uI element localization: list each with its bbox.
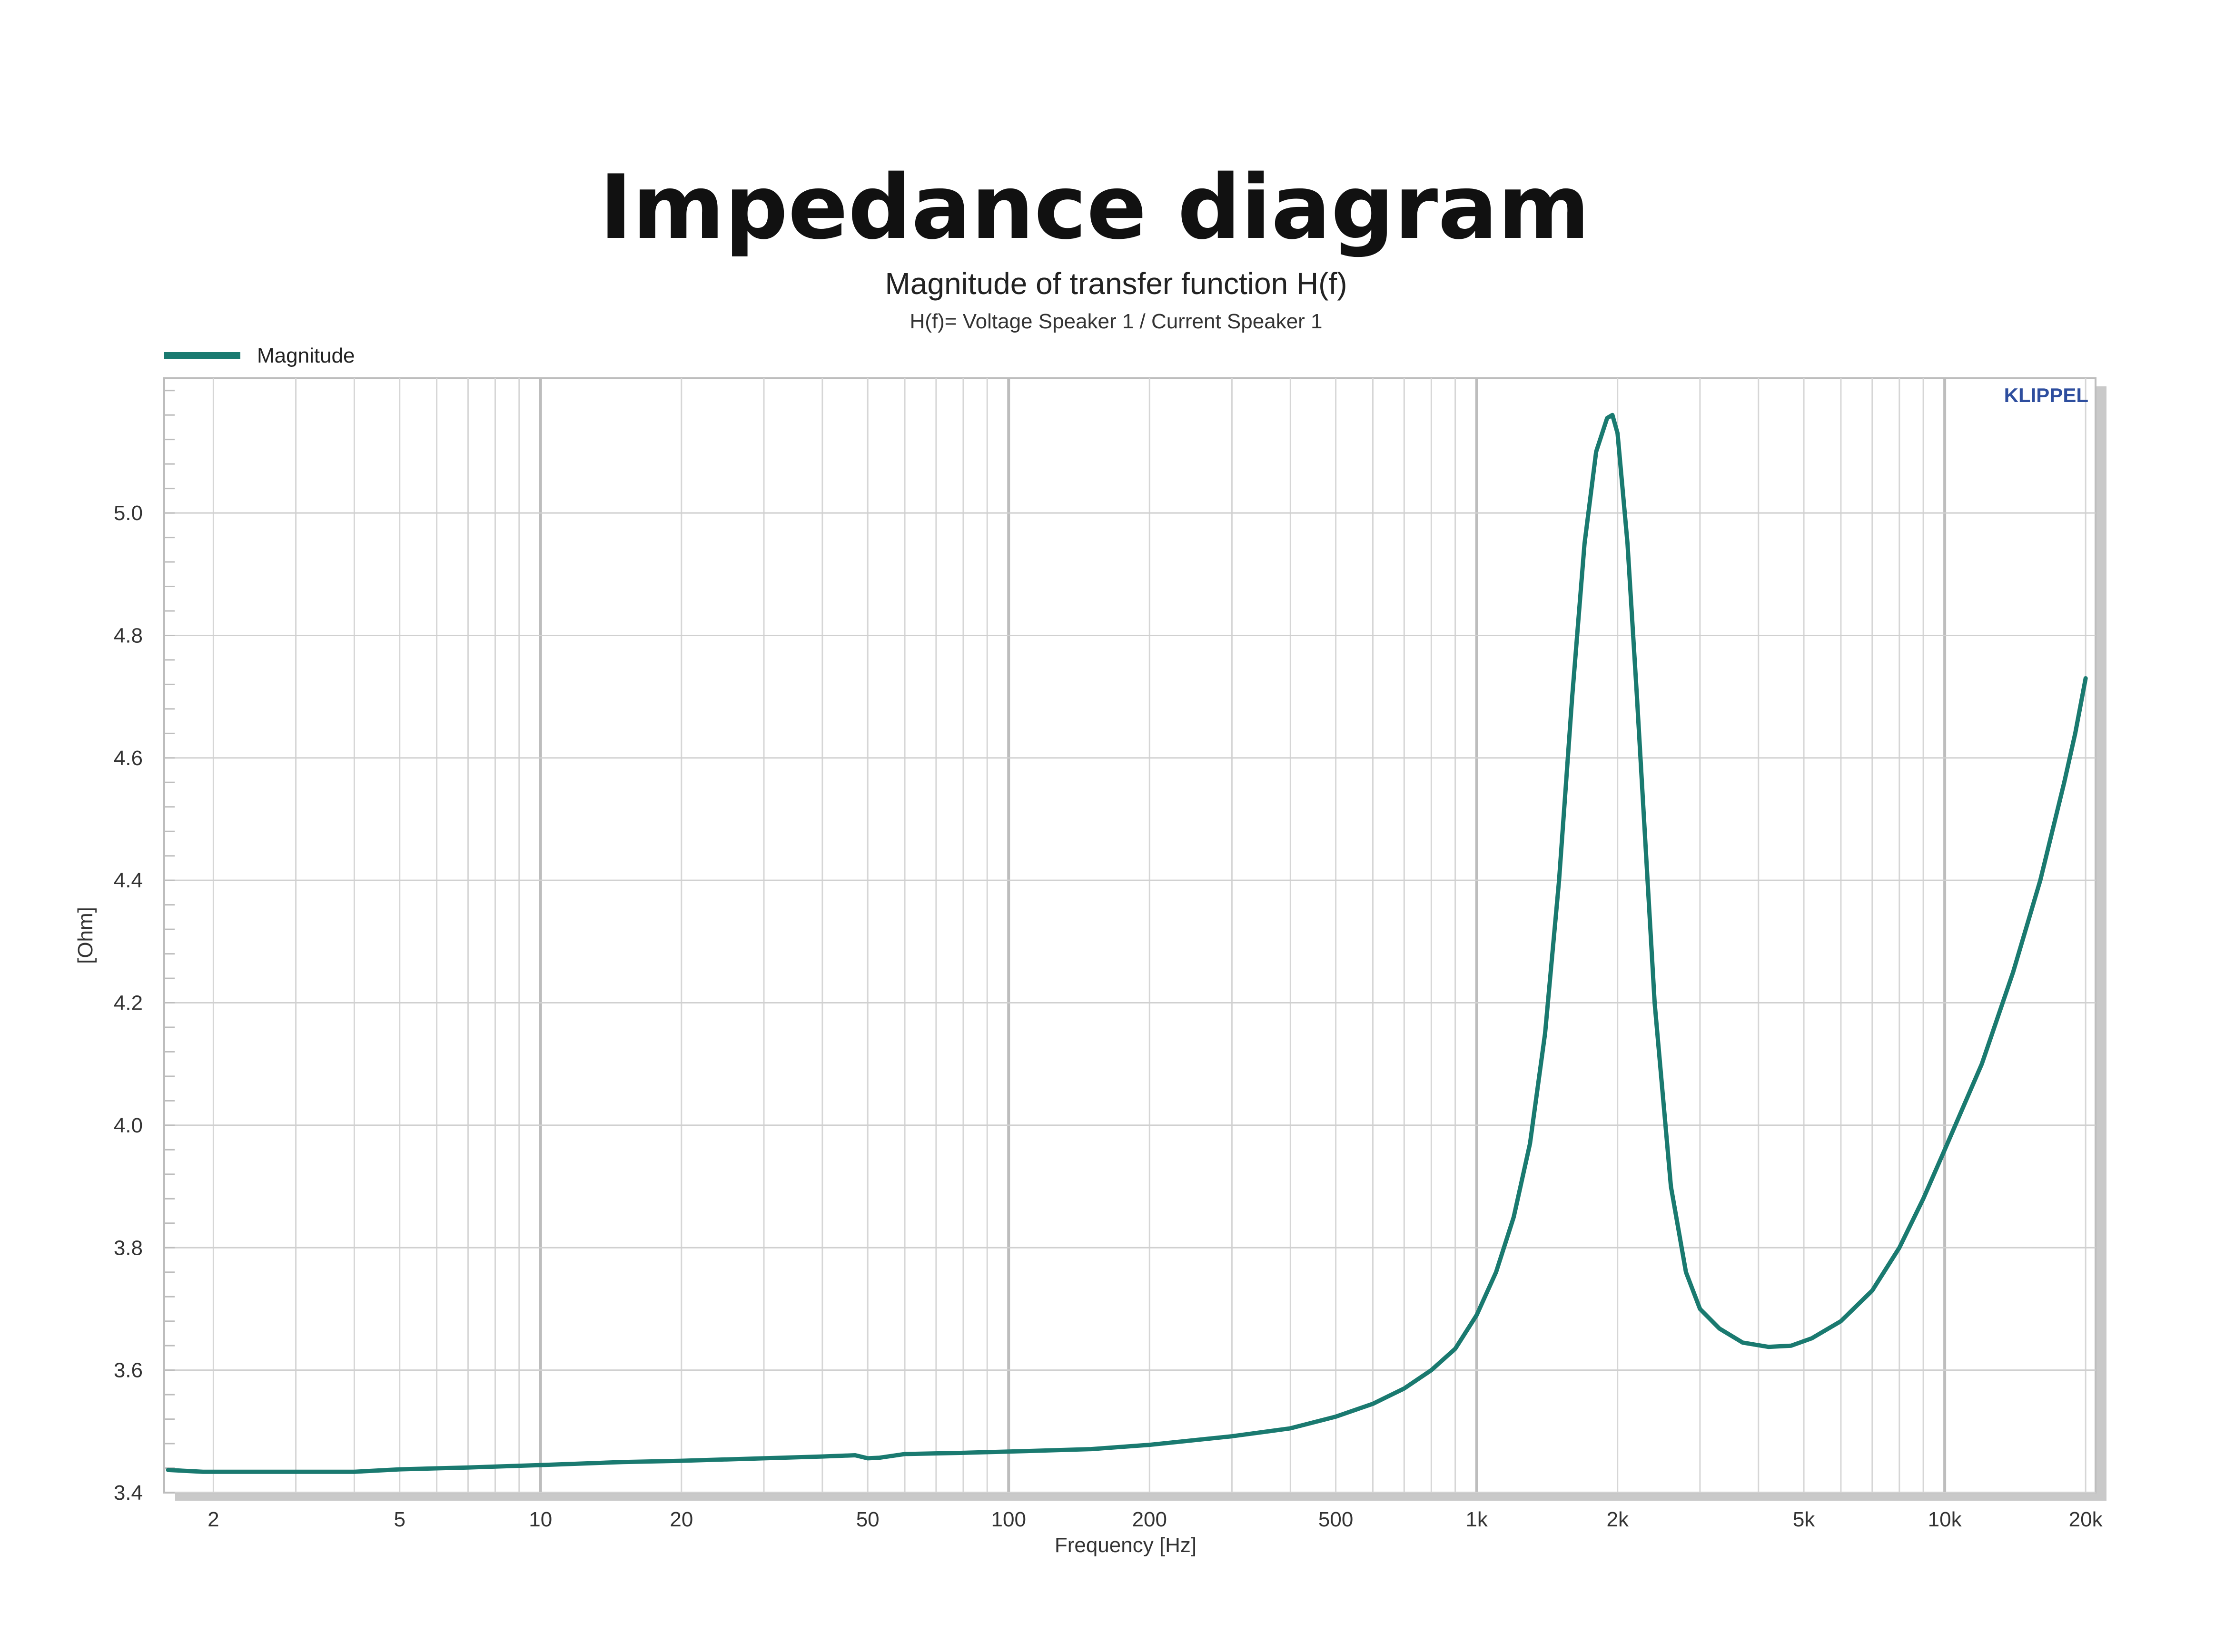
x-tick-label: 10k bbox=[1928, 1508, 1962, 1531]
legend: Magnitude bbox=[164, 344, 355, 367]
chart-subtitle: H(f)= Voltage Speaker 1 / Current Speake… bbox=[910, 310, 1322, 333]
x-tick-label: 20 bbox=[670, 1508, 693, 1531]
x-tick-label: 10 bbox=[529, 1508, 552, 1531]
x-tick-label: 5k bbox=[1793, 1508, 1815, 1531]
vertical-gridlines bbox=[212, 378, 2086, 1493]
page-title: Impedance diagram bbox=[599, 156, 1590, 259]
y-tick-labels: 3.4 3.6 3.8 4.0 4.2 4.4 4.6 4.8 5.0 bbox=[114, 502, 143, 1504]
x-tick-label: 2k bbox=[1606, 1508, 1629, 1531]
y-tick-label: 4.4 bbox=[114, 869, 143, 892]
x-tick-label: 5 bbox=[394, 1508, 405, 1531]
horizontal-gridlines bbox=[164, 512, 2096, 1494]
x-tick-labels: 2 5 10 20 50 100 200 500 1k 2k 5k 10k 20k bbox=[208, 1508, 2103, 1531]
chart-title: Magnitude of transfer function H(f) bbox=[885, 266, 1347, 301]
y-tick-label: 4.6 bbox=[114, 747, 143, 770]
y-tick-label: 5.0 bbox=[114, 502, 143, 525]
y-tick-label: 3.8 bbox=[114, 1236, 143, 1259]
x-tick-label: 500 bbox=[1318, 1508, 1353, 1531]
y-tick-label: 4.2 bbox=[114, 992, 143, 1015]
series-line-magnitude bbox=[166, 413, 2088, 1474]
x-tick-label: 100 bbox=[991, 1508, 1026, 1531]
y-minor-ticks bbox=[164, 390, 175, 1494]
y-tick-label: 3.6 bbox=[114, 1359, 143, 1382]
watermark-text: KLIPPEL bbox=[2004, 384, 2088, 406]
legend-swatch bbox=[164, 352, 240, 359]
y-tick-label: 3.4 bbox=[114, 1481, 143, 1504]
y-tick-label: 4.8 bbox=[114, 624, 143, 647]
x-tick-label: 20k bbox=[2069, 1508, 2103, 1531]
plot-area bbox=[163, 377, 2096, 1494]
x-tick-label: 1k bbox=[1465, 1508, 1488, 1531]
y-axis-label: [Ohm] bbox=[74, 907, 97, 964]
legend-label: Magnitude bbox=[257, 344, 355, 367]
x-tick-label: 2 bbox=[208, 1508, 219, 1531]
x-axis-label: Frequency [Hz] bbox=[1055, 1534, 1196, 1557]
x-tick-label: 200 bbox=[1132, 1508, 1167, 1531]
x-tick-label: 50 bbox=[856, 1508, 880, 1531]
y-tick-label: 4.0 bbox=[114, 1114, 143, 1137]
